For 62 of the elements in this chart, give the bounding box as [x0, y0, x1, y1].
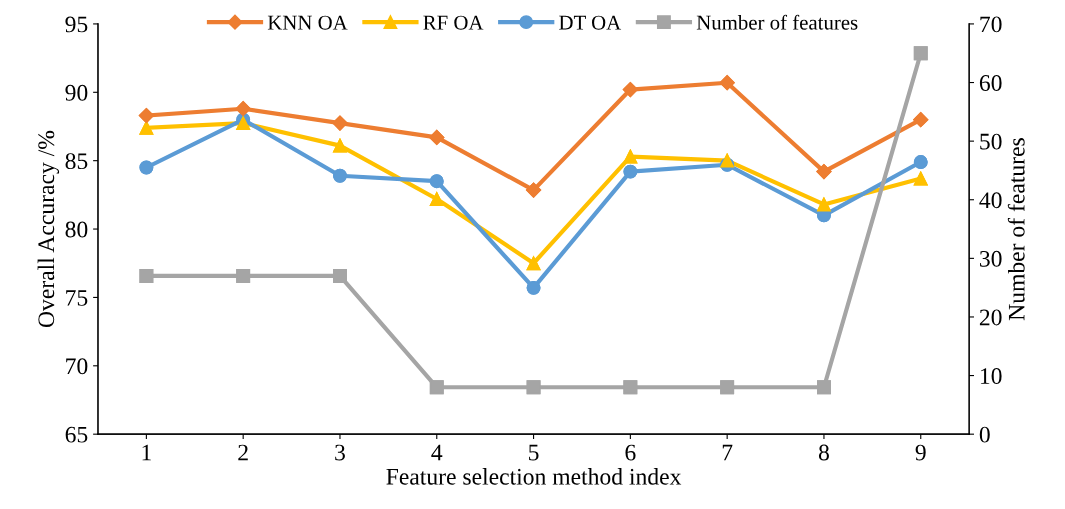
y-axis-title: Overall Accuracy /% — [37, 130, 60, 328]
point — [623, 149, 638, 164]
y2-tick-label: 0 — [979, 426, 990, 443]
x-tick-label: 1 — [142, 444, 151, 461]
point — [333, 168, 347, 183]
x-tick-label: 7 — [722, 444, 733, 461]
x-axis-title: Feature selection method index — [386, 468, 682, 485]
y2-tick-label: 70 — [980, 16, 1002, 33]
point — [139, 268, 154, 283]
x-tick-label: 5 — [529, 444, 539, 461]
point — [139, 160, 154, 175]
y2-tick-label: 40 — [979, 192, 1002, 209]
point — [913, 155, 928, 169]
x-tick-label: 2 — [238, 444, 248, 461]
point — [236, 268, 251, 283]
point — [526, 380, 541, 395]
y2-tick-label: 50 — [980, 133, 1002, 150]
point — [817, 197, 831, 212]
y2-tick-label: 30 — [980, 250, 1002, 267]
point — [817, 380, 831, 395]
y2-tick-label: 10 — [980, 368, 1002, 384]
point — [623, 380, 638, 395]
point — [429, 380, 444, 395]
point — [526, 280, 541, 295]
point — [719, 75, 735, 91]
x-tick-label: 9 — [915, 444, 926, 461]
x-tick-label: 4 — [431, 444, 443, 461]
y-tick-label: 80 — [65, 221, 88, 238]
x-tick-label: 8 — [818, 444, 829, 461]
point — [236, 116, 251, 131]
y2-tick-label: 20 — [979, 309, 1002, 326]
point — [525, 182, 542, 198]
y-tick-label: 65 — [65, 426, 88, 443]
y-tick-label: 70 — [66, 358, 88, 375]
y-tick-label: 90 — [65, 84, 88, 101]
point — [720, 153, 735, 168]
point — [720, 380, 735, 395]
point — [623, 164, 638, 179]
point — [913, 171, 928, 186]
point — [622, 81, 638, 98]
y-tick-label: 95 — [65, 16, 88, 33]
x-tick-label: 3 — [335, 444, 345, 461]
point — [429, 174, 444, 189]
point — [138, 107, 154, 124]
y2-tick-label: 60 — [979, 75, 1002, 91]
legend-label: RF OA — [423, 15, 484, 30]
point — [913, 112, 929, 128]
legend-label: DT OA — [559, 15, 622, 30]
point — [526, 256, 541, 271]
legend-label: KNN OA — [267, 15, 348, 30]
y-tick-label: 75 — [66, 290, 88, 306]
legend-label: Number of features — [696, 14, 858, 30]
point — [235, 101, 251, 117]
point — [139, 120, 154, 135]
point — [333, 138, 347, 153]
point — [913, 46, 928, 61]
point — [816, 164, 832, 180]
y2-axis-title: Number of features — [1007, 138, 1025, 321]
point — [332, 115, 348, 131]
y-tick-label: 85 — [65, 153, 88, 170]
point — [429, 129, 445, 145]
x-tick-label: 6 — [625, 444, 636, 461]
